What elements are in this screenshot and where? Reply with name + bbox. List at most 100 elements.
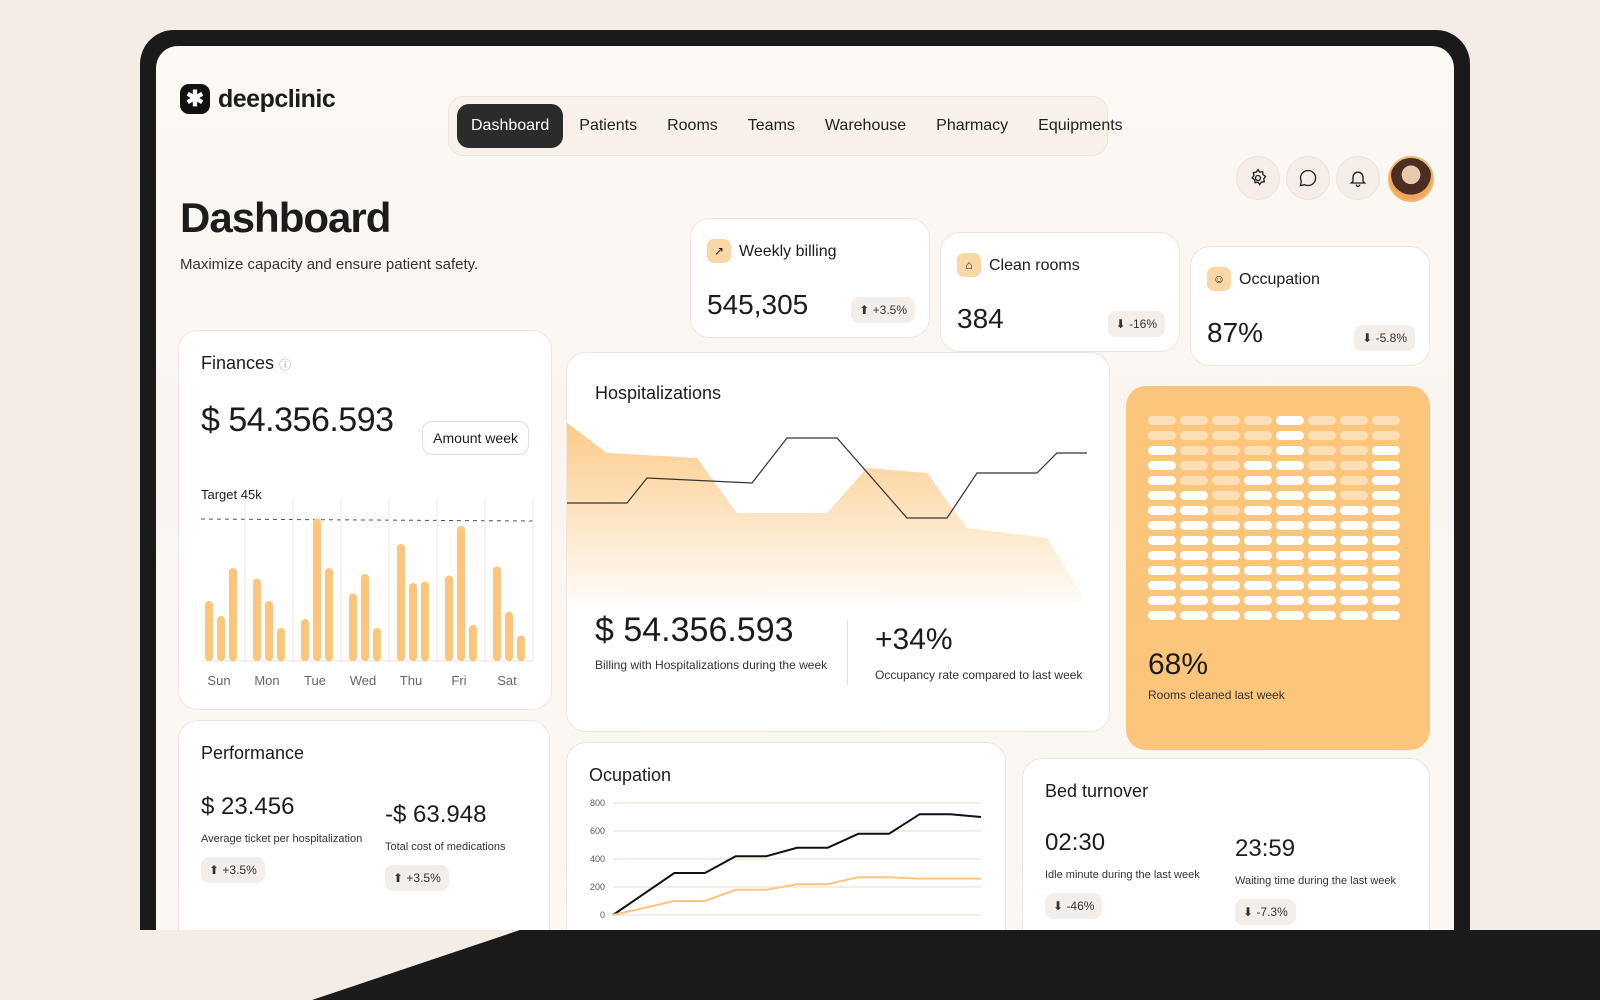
- pill-column: [1180, 416, 1208, 620]
- perf-avg-ticket-desc: Average ticket per hospitalization: [201, 833, 363, 845]
- room-pill: [1148, 596, 1176, 605]
- stat-card-occupation[interactable]: ☺ Occupation 87% ⬇ -5.8%: [1190, 246, 1430, 366]
- room-pill: [1180, 521, 1208, 530]
- change-value: -16%: [1128, 317, 1157, 331]
- users-icon: ☺: [1207, 267, 1231, 291]
- room-pill: [1308, 596, 1336, 605]
- room-pill: [1244, 611, 1272, 620]
- room-pill: [1180, 566, 1208, 575]
- change-value: +3.5%: [406, 871, 441, 885]
- notifications-button[interactable]: [1336, 156, 1380, 200]
- room-pill: [1148, 446, 1176, 455]
- room-pill: [1148, 476, 1176, 485]
- gear-icon: [1251, 168, 1267, 186]
- finance-bar: [517, 635, 525, 661]
- room-pill: [1148, 491, 1176, 500]
- nav-rooms[interactable]: Rooms: [667, 117, 718, 134]
- room-pill: [1148, 521, 1176, 530]
- room-pill: [1180, 581, 1208, 590]
- pill-column: [1276, 416, 1304, 620]
- y-tick-label: 600: [590, 826, 605, 836]
- waiting-time-value: 23:59: [1235, 835, 1296, 862]
- room-pill: [1340, 521, 1368, 530]
- finance-bar: [217, 616, 225, 661]
- finance-bar: [205, 601, 213, 661]
- finance-bar: [421, 581, 429, 661]
- room-pill: [1180, 446, 1208, 455]
- room-pill: [1372, 566, 1400, 575]
- change-badge: ⬇ -46%: [1045, 893, 1103, 919]
- logo[interactable]: ✱ deepclinic: [180, 84, 336, 114]
- nav-teams[interactable]: Teams: [747, 117, 795, 134]
- room-pill: [1244, 551, 1272, 560]
- nav-warehouse[interactable]: Warehouse: [824, 117, 907, 134]
- finances-card: Finances ⓘ $ 54.356.593 Amount week Targ…: [178, 330, 552, 710]
- app-name: deepclinic: [218, 84, 336, 113]
- nav-equipments[interactable]: Equipments: [1038, 117, 1123, 134]
- room-pill: [1276, 446, 1304, 455]
- chat-icon: [1299, 169, 1317, 187]
- room-pill: [1340, 581, 1368, 590]
- room-pill: [1148, 581, 1176, 590]
- arrow-up-icon: ⬆: [393, 871, 404, 885]
- stat-card-weekly-billing[interactable]: ↗ Weekly billing 545,305 ⬆ +3.5%: [690, 218, 930, 338]
- room-pill: [1308, 581, 1336, 590]
- settings-button[interactable]: [1236, 156, 1280, 200]
- room-pill: [1340, 476, 1368, 485]
- stat-card-clean-rooms[interactable]: ⌂ Clean rooms 384 ⬇ -16%: [940, 232, 1180, 352]
- day-label: Sat: [497, 673, 517, 688]
- room-pill: [1276, 506, 1304, 515]
- stat-title: Weekly billing: [739, 243, 837, 260]
- room-pill: [1180, 536, 1208, 545]
- room-pill: [1244, 506, 1272, 515]
- room-pill: [1212, 446, 1240, 455]
- area-series: [567, 423, 1087, 603]
- amount-week-button[interactable]: Amount week: [422, 421, 529, 455]
- room-pill: [1180, 461, 1208, 470]
- rooms-cleaned-card: 68% Rooms cleaned last week: [1126, 386, 1430, 750]
- rooms-cleaned-desc: Rooms cleaned last week: [1148, 688, 1285, 702]
- ocupation-line-chart: 800 600 400 200 0: [590, 798, 982, 920]
- room-pill: [1372, 611, 1400, 620]
- room-pill: [1308, 416, 1336, 425]
- room-pill: [1372, 431, 1400, 440]
- room-pill: [1372, 446, 1400, 455]
- nav-pharmacy[interactable]: Pharmacy: [936, 117, 1009, 134]
- room-pill: [1244, 461, 1272, 470]
- room-pill: [1180, 506, 1208, 515]
- room-pill: [1372, 506, 1400, 515]
- room-pill: [1372, 581, 1400, 590]
- perf-avg-ticket-value: $ 23.456: [201, 793, 295, 820]
- room-pill: [1148, 566, 1176, 575]
- app-screen: ✱ deepclinic Dashboard Patients Rooms Te…: [156, 46, 1454, 990]
- info-icon: ⓘ: [279, 358, 292, 372]
- room-pill: [1212, 416, 1240, 425]
- y-tick-label: 800: [590, 798, 605, 808]
- broom-icon: ⌂: [957, 253, 981, 277]
- room-pill: [1276, 431, 1304, 440]
- room-pill: [1372, 596, 1400, 605]
- room-pill: [1340, 506, 1368, 515]
- room-pill: [1212, 506, 1240, 515]
- user-avatar[interactable]: [1388, 156, 1434, 202]
- room-pill: [1276, 536, 1304, 545]
- finance-bar: [457, 526, 465, 661]
- room-pill: [1308, 536, 1336, 545]
- room-pill: [1244, 566, 1272, 575]
- change-value: -7.3%: [1256, 905, 1288, 919]
- room-pill: [1244, 416, 1272, 425]
- change-badge: ⬆ +3.5%: [201, 857, 265, 883]
- page-title: Dashboard: [180, 194, 391, 241]
- bell-icon: [1349, 171, 1367, 187]
- day-label: Mon: [254, 673, 279, 688]
- room-pill: [1276, 551, 1304, 560]
- target-label: Target 45k: [201, 487, 262, 502]
- messages-button[interactable]: [1286, 156, 1330, 200]
- room-pill: [1308, 521, 1336, 530]
- nav-patients[interactable]: Patients: [579, 117, 638, 134]
- room-pill: [1372, 476, 1400, 485]
- room-pill: [1372, 416, 1400, 425]
- room-pill: [1148, 461, 1176, 470]
- nav-dashboard[interactable]: Dashboard: [457, 104, 564, 148]
- room-pill: [1340, 611, 1368, 620]
